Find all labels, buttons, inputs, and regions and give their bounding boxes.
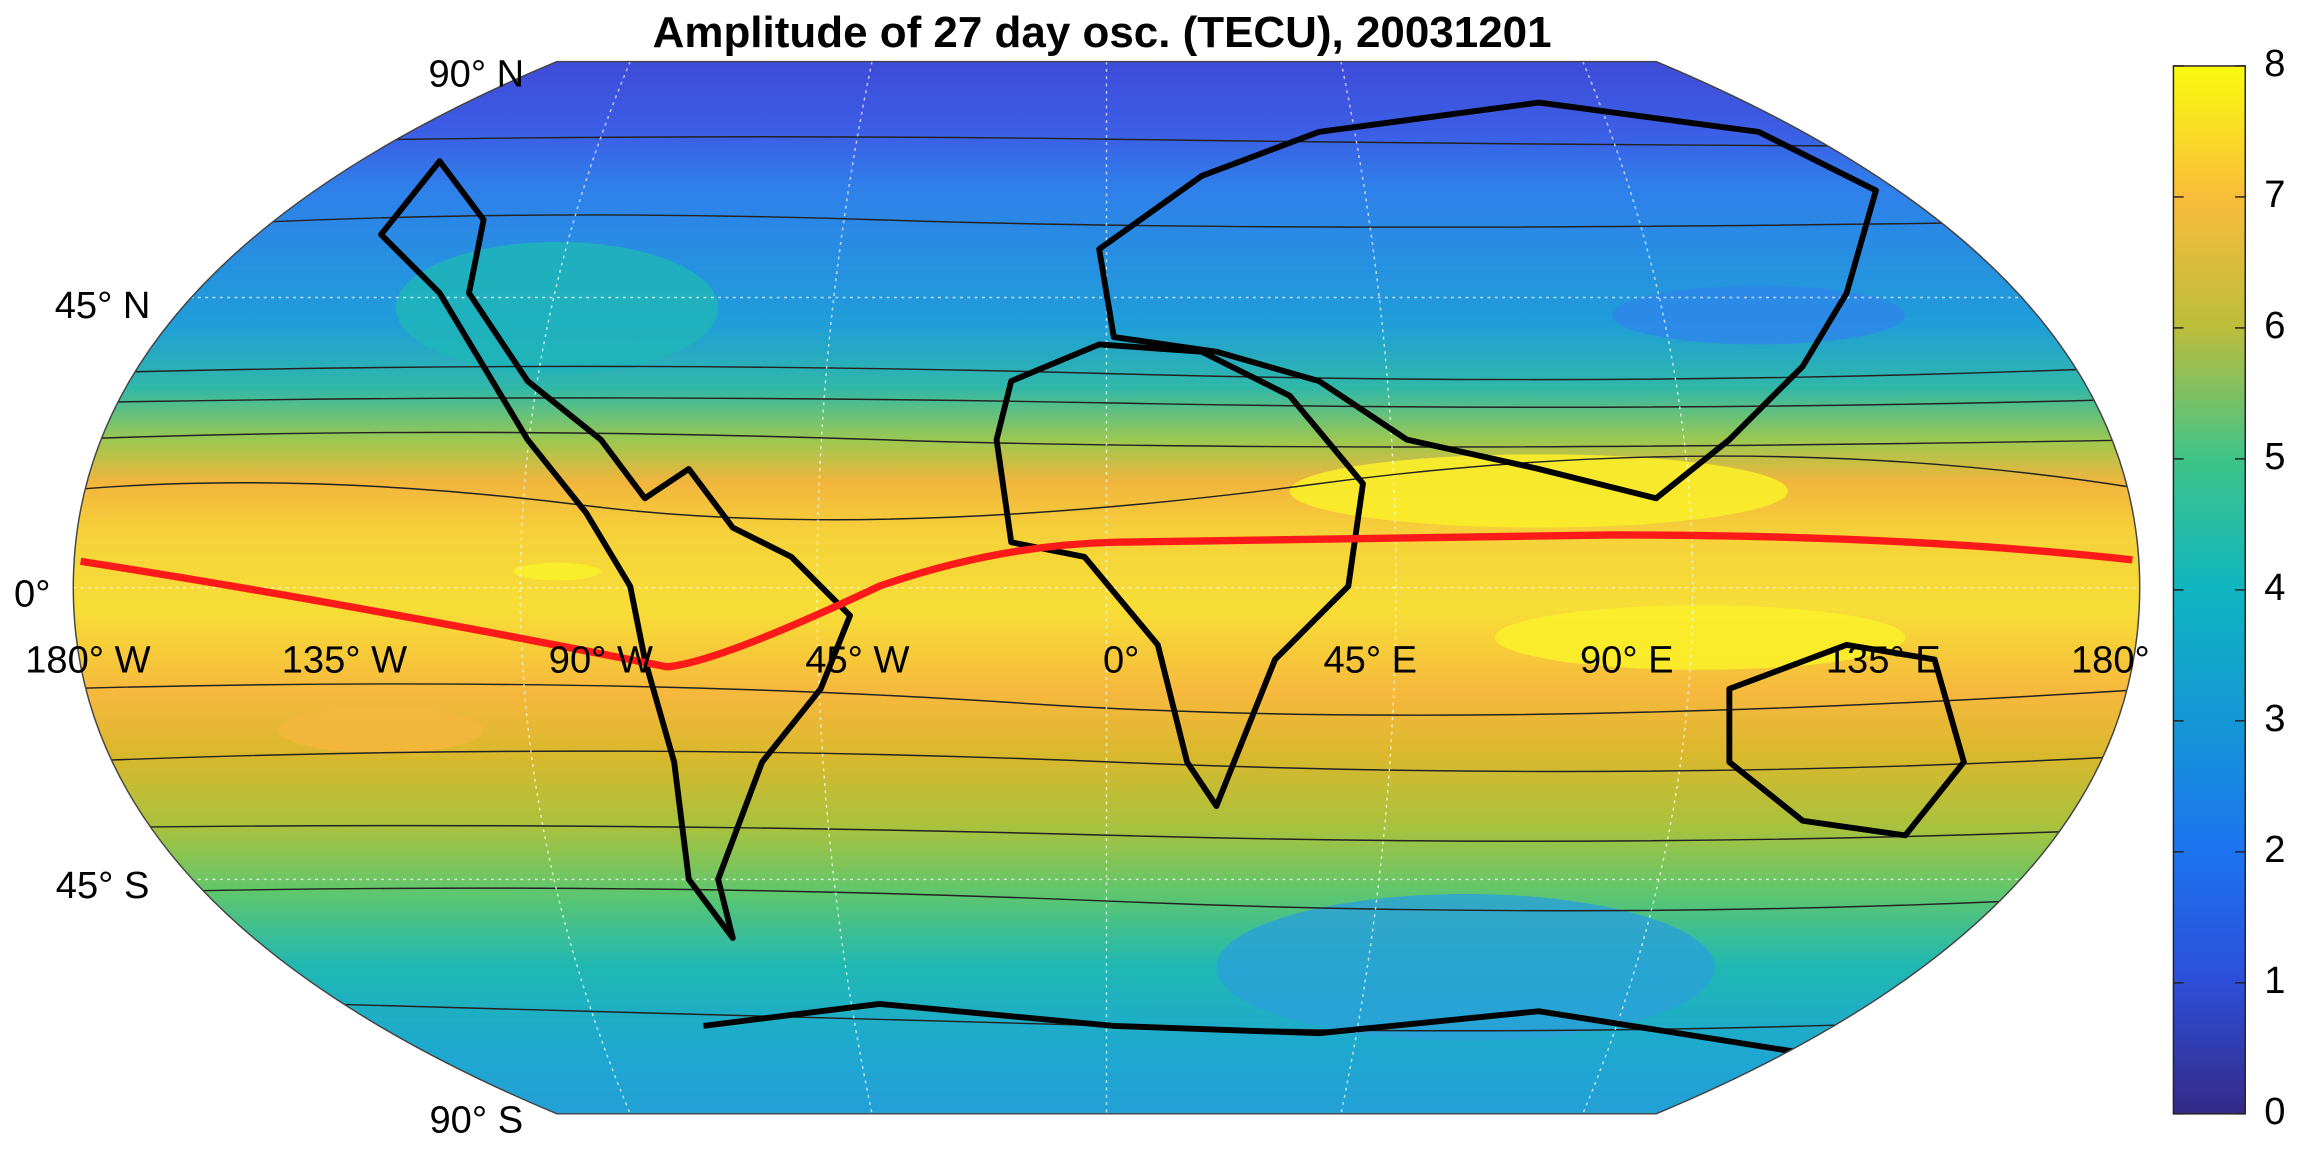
longitude-label: 180° W <box>25 639 150 681</box>
latitude-label: 0° <box>14 574 50 616</box>
latitude-label: 45° S <box>56 865 150 907</box>
colorbar-tick-label: 0 <box>2264 1091 2285 1133</box>
map-body <box>73 61 2140 1114</box>
longitude-label: 45° W <box>805 639 909 681</box>
contour-patch <box>395 241 719 374</box>
latitude-label: 90° S <box>430 1100 524 1142</box>
colorbar <box>2172 65 2246 1115</box>
colorbar-tick-label: 2 <box>2264 829 2285 871</box>
longitude-label: 135° W <box>282 639 407 681</box>
longitude-label: 45° E <box>1323 639 1417 681</box>
longitude-label: 180° <box>2071 639 2150 681</box>
coastlines <box>378 99 1967 1059</box>
axis-labels: 90° N 45° N 0° 45° S 90° S 180° W 135° W 90° W 4… <box>14 53 2150 1141</box>
longitude-label: 135° E <box>1826 639 1941 681</box>
colorbar-tick-label: 5 <box>2264 436 2285 478</box>
colorbar-tick-label: 4 <box>2264 567 2285 609</box>
longitude-label: 0° <box>1103 639 1139 681</box>
contour-patch <box>1216 893 1715 1041</box>
contour-patch <box>1612 285 1906 345</box>
latitude-label: 45° N <box>55 285 151 327</box>
magnetic-equator <box>80 531 2133 671</box>
contour-patch <box>278 706 484 754</box>
colorbar-tick-label: 3 <box>2264 698 2285 740</box>
colorbar-tick-label: 7 <box>2264 174 2285 216</box>
latitude-label: 90° N <box>428 53 524 95</box>
longitude-label: 90° W <box>549 639 653 681</box>
map-title: Amplitude of 27 day osc. (TECU), 2003120… <box>653 8 1552 57</box>
globe-outline <box>72 60 2141 1115</box>
colorbar-tick-label: 1 <box>2264 960 2285 1002</box>
colorbar-tick-label: 8 <box>2264 43 2285 85</box>
contour-patch <box>512 562 601 581</box>
field-background <box>73 61 2140 1114</box>
contour-lines <box>73 136 2140 1032</box>
longitude-label: 90° E <box>1580 639 1674 681</box>
colorbar-ticks: 0 1 2 3 4 5 6 7 8 <box>2173 43 2285 1133</box>
colorbar-tick-label: 6 <box>2264 305 2285 347</box>
contour-patch <box>1494 605 1906 670</box>
